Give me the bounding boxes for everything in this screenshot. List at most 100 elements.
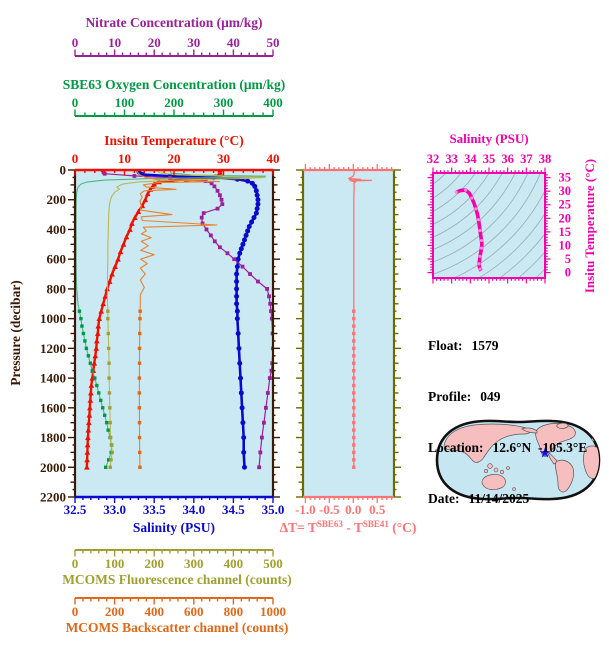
tick-label: 10: [108, 35, 121, 50]
tick-label: 5: [565, 252, 571, 266]
profile-label: Profile:: [428, 389, 472, 404]
tick-label: -0.5: [319, 502, 340, 517]
float-location-star: [539, 447, 551, 458]
tick-label: 32.5: [64, 502, 87, 517]
float-value: 1579: [471, 338, 499, 353]
tick-label: 200: [164, 95, 184, 110]
tick-label: 500: [263, 556, 283, 571]
tick-label: 25: [559, 198, 572, 212]
tick-label: 30: [187, 35, 200, 50]
tick-label: 300: [184, 556, 204, 571]
tick-label: 800: [224, 604, 244, 619]
ts-content: [433, 173, 545, 278]
tick-label: 33: [445, 152, 458, 166]
tick-label: 400: [47, 222, 67, 237]
tick-label: 40: [267, 151, 280, 166]
tick-label: 600: [184, 604, 204, 619]
tick-label: 38: [539, 152, 552, 166]
tick-label: 50: [267, 35, 280, 50]
oxygen-axis-title: SBE63 Oxygen Concentration (μm/kg): [63, 77, 286, 92]
date-label: Date:: [428, 491, 460, 506]
delta-t-title-sup2: SBE41: [363, 519, 390, 529]
nitrate-axis-title: Nitrate Concentration (μm/kg): [85, 15, 262, 30]
float-label: Float:: [428, 338, 463, 353]
tick-label: 100: [105, 556, 125, 571]
tick-label: 0: [72, 556, 79, 571]
continents: [443, 422, 599, 493]
tick-label: 33.5: [143, 502, 166, 517]
tick-label: 34.0: [182, 502, 205, 517]
tick-label: 30: [559, 184, 572, 198]
tick-label: 35.0: [262, 502, 285, 517]
tick-label: 40: [227, 35, 240, 50]
delta-t-panel: -1.0 -0.5 0.0 0.5: [295, 164, 401, 517]
tick-label: 0.0: [345, 502, 361, 517]
tick-label: 20: [148, 35, 161, 50]
delta-t-curve: [347, 170, 373, 469]
tick-label: 20: [559, 211, 572, 225]
tick-label: 0: [60, 163, 67, 178]
ts-salinity-title: Salinity (PSU): [449, 131, 528, 146]
temperature-axis-title: Insitu Temperature (°C): [104, 133, 243, 148]
tick-label: 0: [72, 95, 79, 110]
tick-label: 1800: [40, 430, 66, 445]
tick-label: 0.5: [369, 502, 386, 517]
tick-label: 2200: [40, 490, 66, 505]
tick-label: 33.0: [103, 502, 126, 517]
tick-label: 34: [464, 152, 477, 166]
tick-label: 200: [105, 604, 125, 619]
tick-label: 200: [144, 556, 164, 571]
tick-label: 400: [144, 604, 164, 619]
tick-label: 37: [520, 152, 533, 166]
tick-label: 10: [559, 238, 572, 252]
salinity-axis-title: Salinity (PSU): [133, 520, 215, 535]
tick-label: 0: [565, 266, 571, 280]
tick-label: 600: [47, 252, 67, 267]
tick-label: 200: [47, 192, 67, 207]
delta-t-axis-title: ΔT= TSBE63 - TSBE41 (°C): [280, 519, 417, 535]
tick-label: 1200: [40, 341, 66, 356]
pressure-axis-title: Pressure (decibar): [8, 280, 23, 386]
delta-t-title-prefix: ΔT= T: [280, 520, 317, 535]
tick-label: 400: [224, 556, 244, 571]
tick-label: 300: [214, 95, 234, 110]
tick-label: 800: [47, 281, 67, 296]
location-value: 12.6°N -105.3°E: [492, 440, 588, 455]
world-map: [435, 419, 601, 501]
delta-t-title-suffix: (°C): [389, 520, 417, 535]
tick-label: 15: [559, 225, 572, 239]
tick-label: 0: [72, 151, 79, 166]
tick-label: 34.5: [222, 502, 245, 517]
tick-label: 400: [263, 95, 283, 110]
delta-t-title-mid: - T: [343, 520, 363, 535]
profile-curves: [75, 170, 273, 470]
tick-label: 30: [217, 151, 230, 166]
tick-label: 1400: [40, 371, 66, 386]
delta-t-title-sup1: SBE63: [317, 519, 344, 529]
tick-label: 0: [72, 604, 79, 619]
tick-label: 35: [483, 152, 496, 166]
location-label: Location:: [428, 440, 484, 455]
tick-label: 1000: [40, 311, 66, 326]
date-value: 11/14/2025: [468, 491, 530, 506]
tick-label: 10: [118, 151, 131, 166]
fluorescence-axis-title: MCOMS Fluorescence channel (counts): [62, 572, 292, 587]
pressure-profile-plot: 0200400600800100012001400160018002000220…: [40, 151, 284, 517]
tick-label: 36: [501, 152, 514, 166]
profile-value: 049: [480, 389, 501, 404]
tick-label: 20: [168, 151, 181, 166]
tick-label: 1000: [260, 604, 286, 619]
tick-label: -1.0: [295, 502, 316, 517]
tick-label: 35: [559, 171, 572, 185]
backscatter-axis-title: MCOMS Backscatter channel (counts): [66, 620, 289, 635]
float-info-block: Float: 1579 Profile: 049 Location: 12.6°N -…: [428, 303, 587, 541]
tick-label: 100: [115, 95, 135, 110]
tick-label: 32: [427, 152, 440, 166]
tick-label: 2000: [40, 460, 66, 475]
tick-label: 0: [72, 35, 79, 50]
tick-label: 1600: [40, 400, 66, 415]
ts-temperature-title: Insitu Temperature (°C): [582, 159, 597, 293]
